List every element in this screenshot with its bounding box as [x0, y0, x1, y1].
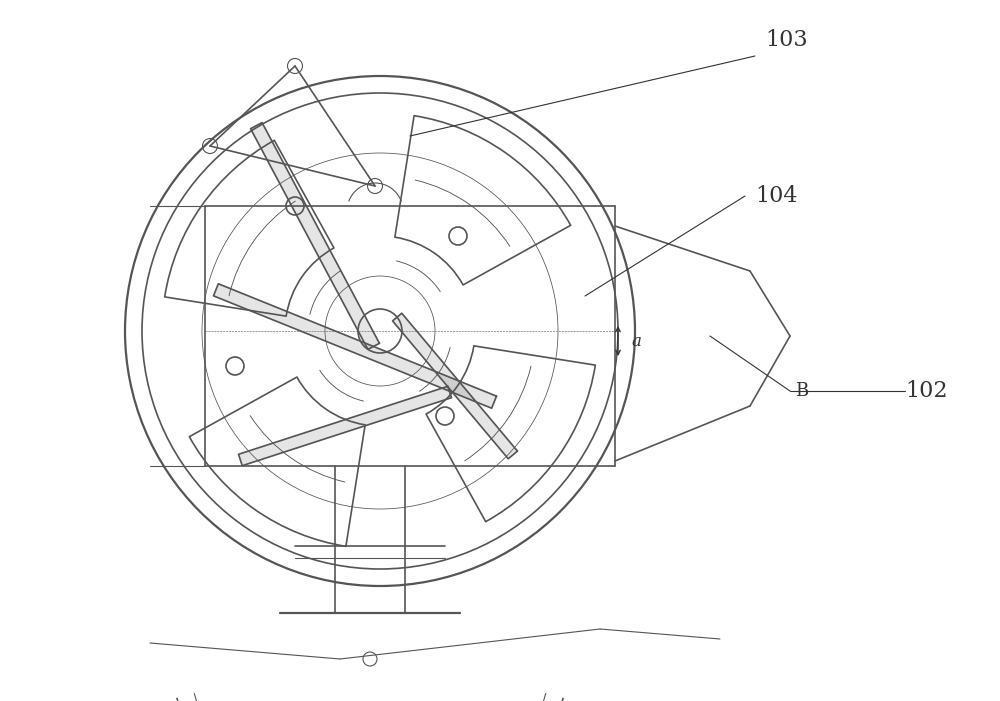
Text: 103: 103 — [765, 29, 808, 51]
Text: 104: 104 — [755, 185, 798, 207]
Polygon shape — [393, 313, 517, 458]
Text: a: a — [631, 332, 641, 350]
Text: B: B — [795, 382, 808, 400]
Polygon shape — [213, 284, 497, 408]
Polygon shape — [239, 386, 451, 465]
Text: 102: 102 — [905, 380, 948, 402]
Polygon shape — [251, 123, 379, 349]
